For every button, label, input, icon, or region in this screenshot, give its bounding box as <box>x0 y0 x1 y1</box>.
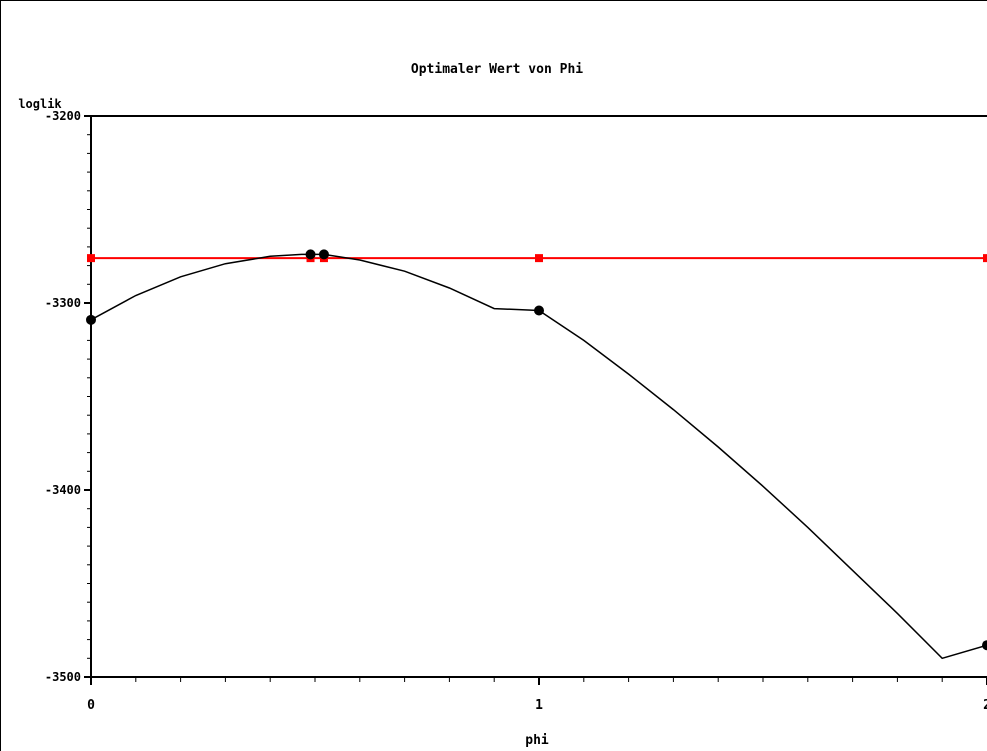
x-tick-label: 0 <box>87 698 95 713</box>
y-ticks: -3200 -3300 -3400 -3500 <box>45 109 91 684</box>
reference-marker <box>535 254 543 263</box>
data-point <box>305 249 316 260</box>
data-point <box>318 249 329 260</box>
reference-marker <box>87 254 95 263</box>
data-points <box>86 249 987 651</box>
curve-line <box>90 253 987 660</box>
y-tick-label: -3400 <box>45 483 81 497</box>
data-point <box>86 314 96 325</box>
reference-marker <box>983 254 987 263</box>
loglik-curve <box>90 253 987 660</box>
data-point <box>534 305 544 316</box>
y-tick-label: -3500 <box>45 670 81 684</box>
axes <box>90 115 987 678</box>
y-tick-label: -3300 <box>45 296 81 310</box>
reference-line <box>87 254 987 263</box>
x-ticks: 0 1 2 <box>87 677 987 713</box>
y-axis-label: loglik <box>18 97 62 111</box>
data-point <box>982 640 987 651</box>
x-tick-label: 1 <box>535 698 543 713</box>
y-tick-label: -3200 <box>45 109 81 123</box>
x-tick-label: 2 <box>983 698 987 713</box>
chart-title: Optimaler Wert von Phi <box>411 62 583 77</box>
x-axis-label: phi <box>525 733 549 748</box>
